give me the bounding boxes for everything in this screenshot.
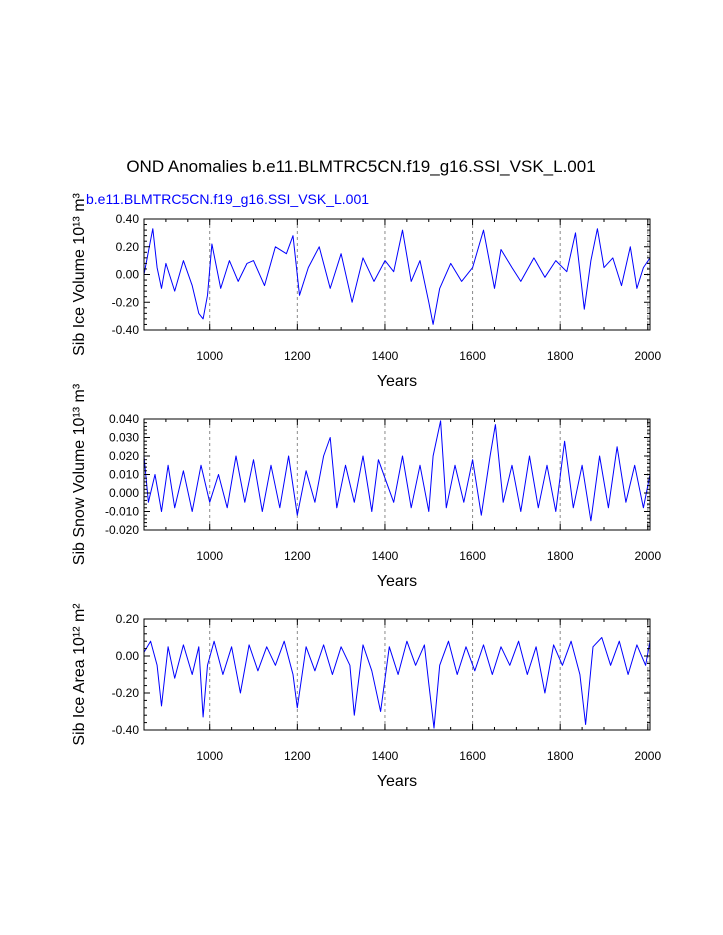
y-tick-label: -0.40 — [112, 723, 140, 737]
x-tick-label: 1800 — [547, 349, 574, 363]
y-axis-title: Sib Snow Volume 10¹³ m³ — [71, 383, 88, 565]
y-tick-label: 0.000 — [109, 486, 139, 500]
series-line — [143, 228, 651, 325]
y-tick-label: -0.40 — [112, 323, 140, 337]
x-tick-label: 1400 — [372, 549, 399, 563]
x-axis-title: Years — [377, 573, 417, 590]
figure-title: OND Anomalies b.e11.BLMTRC5CN.f19_g16.SS… — [126, 157, 595, 176]
x-tick-label: 1800 — [547, 749, 574, 763]
x-tick-label: 2000 — [634, 549, 661, 563]
y-tick-label: 0.20 — [116, 240, 140, 254]
y-tick-label: -0.20 — [112, 686, 140, 700]
x-tick-label: 2000 — [634, 749, 661, 763]
x-tick-label: 1200 — [284, 549, 311, 563]
ice-area-panel: 1000 1200 1400 1600 1800 2000 -0.40 -0.20 0.00 0.… — [71, 603, 661, 790]
x-axis-title: Years — [377, 773, 417, 790]
x-tick-label: 1400 — [372, 749, 399, 763]
y-tick-label: -0.20 — [112, 295, 140, 309]
panel-subtitle: b.e11.BLMTRC5CN.f19_g16.SSI_VSK_L.001 — [86, 191, 369, 207]
plot-frame — [143, 418, 651, 531]
y-tick-label: 0.00 — [116, 268, 140, 282]
snow-volume-panel: 1000 1200 1400 1600 1800 2000 -0.020 -0.010 0.00… — [71, 383, 661, 590]
x-tick-label: 1000 — [196, 749, 223, 763]
x-tick-label: 2000 — [634, 349, 661, 363]
y-tick-label: 0.030 — [109, 431, 139, 445]
y-axis-title: Sib Ice Area 10¹² m² — [71, 603, 88, 746]
x-tick-label: 1200 — [284, 349, 311, 363]
x-tick-label: 1200 — [284, 749, 311, 763]
y-tick-label: 0.020 — [109, 449, 139, 463]
plot-frame — [143, 218, 651, 331]
ice-volume-panel: 1000 1200 1400 1600 1800 2000 -0.40 -0.20 0.00 0.… — [71, 192, 661, 390]
x-tick-label: 1800 — [547, 549, 574, 563]
x-tick-label: 1000 — [196, 349, 223, 363]
y-axis-title: Sib Ice Volume 10¹³ m³ — [71, 192, 88, 355]
y-tick-label: 0.00 — [116, 649, 140, 663]
y-tick-label: -0.020 — [105, 523, 139, 537]
x-tick-label: 1000 — [196, 549, 223, 563]
x-tick-label: 1600 — [459, 749, 486, 763]
y-tick-label: -0.010 — [105, 505, 139, 519]
x-axis-title: Years — [377, 373, 417, 390]
x-tick-label: 1600 — [459, 549, 486, 563]
series-line — [143, 637, 651, 729]
x-tick-label: 1600 — [459, 349, 486, 363]
plot-frame — [143, 618, 651, 731]
y-tick-label: 0.20 — [116, 612, 140, 626]
y-tick-label: 0.010 — [109, 468, 139, 482]
series-line — [143, 420, 651, 522]
y-tick-label: 0.040 — [109, 412, 139, 426]
x-tick-label: 1400 — [372, 349, 399, 363]
y-tick-label: 0.40 — [116, 212, 140, 226]
